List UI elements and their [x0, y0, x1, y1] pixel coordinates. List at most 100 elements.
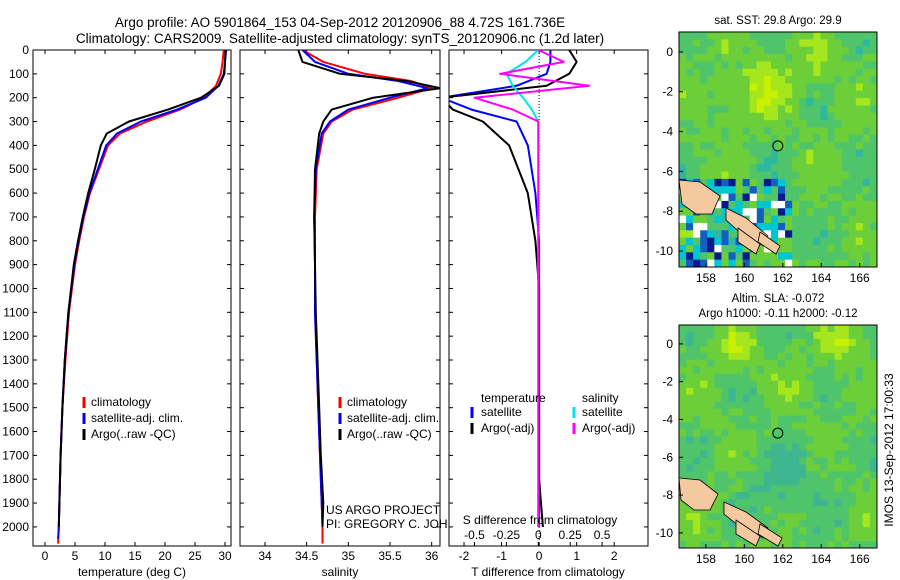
heatmap-cell — [679, 373, 687, 382]
heatmap-cell — [763, 149, 772, 158]
heatmap-cell — [749, 127, 758, 136]
heatmap-cell — [735, 394, 744, 403]
heatmap-cell — [721, 54, 729, 62]
heatmap-cell — [785, 471, 793, 479]
heatmap-cell — [763, 193, 772, 202]
heatmap-cell — [707, 98, 715, 106]
heatmap-cell — [792, 464, 800, 472]
heatmap-cell — [778, 345, 786, 354]
heatmap-cell — [693, 230, 701, 239]
heatmap-cell — [792, 61, 800, 70]
heatmap-cell — [700, 394, 708, 403]
heatmap-cell — [686, 443, 694, 451]
heatmap-cell — [763, 352, 772, 361]
heatmap-cell — [848, 90, 857, 99]
heatmap-cell — [799, 352, 807, 361]
heatmap-cell — [785, 331, 793, 340]
heatmap-cell — [862, 415, 871, 423]
heatmap-cell — [721, 105, 729, 114]
heatmap-cell — [813, 401, 821, 410]
heatmap-cell — [841, 208, 850, 216]
heatmap-cell — [848, 443, 857, 451]
heatmap-cell — [700, 373, 708, 382]
heatmap-cell — [742, 156, 751, 165]
heatmap-cell — [799, 259, 807, 267]
heatmap-cell — [813, 352, 821, 361]
heatmap-cell — [778, 401, 786, 410]
heatmap-cell — [855, 359, 864, 368]
heatmap-cell — [855, 387, 864, 396]
heatmap-cell — [756, 186, 765, 194]
heatmap-cell — [763, 457, 772, 465]
heatmap-cell — [714, 259, 722, 267]
heatmap-cell — [792, 359, 800, 368]
heatmap-cell — [686, 54, 694, 62]
heatmap-cell — [742, 429, 751, 437]
heatmap-cell — [841, 244, 850, 253]
heatmap-cell — [820, 76, 828, 84]
heatmap-cell — [728, 338, 736, 347]
heatmap-cell — [763, 478, 772, 486]
heatmap-cell — [686, 68, 694, 77]
heatmap-cell — [806, 105, 814, 114]
heatmap-cell — [763, 142, 772, 150]
heatmap-cell — [707, 506, 715, 514]
heatmap-cell — [827, 464, 835, 472]
heatmap-cell — [799, 408, 807, 416]
heatmap-cell — [841, 422, 850, 430]
heatmap-cell — [756, 193, 765, 202]
heatmap-cell — [799, 178, 807, 187]
heatmap-cell — [834, 142, 843, 150]
heatmap-cell — [742, 186, 751, 194]
heatmap-cell — [714, 471, 722, 479]
heatmap-cell — [820, 200, 828, 209]
heatmap-cell — [770, 541, 779, 548]
heatmap-cell — [792, 513, 800, 521]
heatmap-cell — [813, 506, 821, 514]
heatmap-cell — [735, 98, 744, 106]
heatmap-cell — [834, 450, 843, 458]
heatmap-cell — [735, 39, 744, 48]
heatmap-cell — [785, 237, 793, 246]
heatmap-cell — [827, 164, 835, 172]
heatmap-cell — [813, 237, 821, 246]
heatmap-cell — [749, 345, 758, 354]
heatmap-cell — [813, 61, 821, 70]
heatmap-cell — [827, 450, 835, 458]
heatmap-cell — [799, 415, 807, 423]
heatmap-cell — [848, 387, 857, 396]
sla-map-latitude-axis: 0-2-4-6-8-10 — [656, 337, 683, 540]
heatmap-cell — [827, 230, 835, 239]
heatmap-cell — [742, 120, 751, 128]
heatmap-cell — [869, 366, 877, 375]
heatmap-cell — [834, 457, 843, 465]
lon-tick-label: 166 — [850, 552, 870, 566]
heatmap-cell — [778, 485, 786, 493]
heatmap-cell — [855, 222, 864, 231]
heatmap-cell — [700, 359, 708, 368]
heatmap-cell — [693, 408, 701, 416]
heatmap-cell — [770, 443, 779, 451]
heatmap-cell — [679, 90, 687, 99]
heatmap-cell — [679, 380, 687, 389]
heatmap-cell — [813, 394, 821, 403]
heatmap-cell — [707, 83, 715, 92]
heatmap-cell — [862, 422, 871, 430]
heatmap-cell — [813, 149, 821, 158]
heatmap-cell — [841, 325, 850, 333]
heatmap-cell — [869, 485, 877, 493]
heatmap-cell — [770, 61, 779, 70]
heatmap-cell — [686, 541, 694, 548]
heatmap-cell — [862, 541, 871, 548]
heatmap-cell — [693, 244, 701, 253]
lat-tick-label: -2 — [662, 375, 673, 389]
heatmap-cell — [848, 422, 857, 430]
heatmap-cell — [841, 259, 850, 267]
heatmap-cell — [827, 156, 835, 165]
heatmap-cell — [834, 215, 843, 224]
x-tick-label: 15 — [128, 549, 142, 563]
heatmap-cell — [813, 408, 821, 416]
heatmap-cell — [778, 408, 786, 416]
heatmap-cell — [862, 39, 871, 48]
heatmap-cell — [806, 485, 814, 493]
